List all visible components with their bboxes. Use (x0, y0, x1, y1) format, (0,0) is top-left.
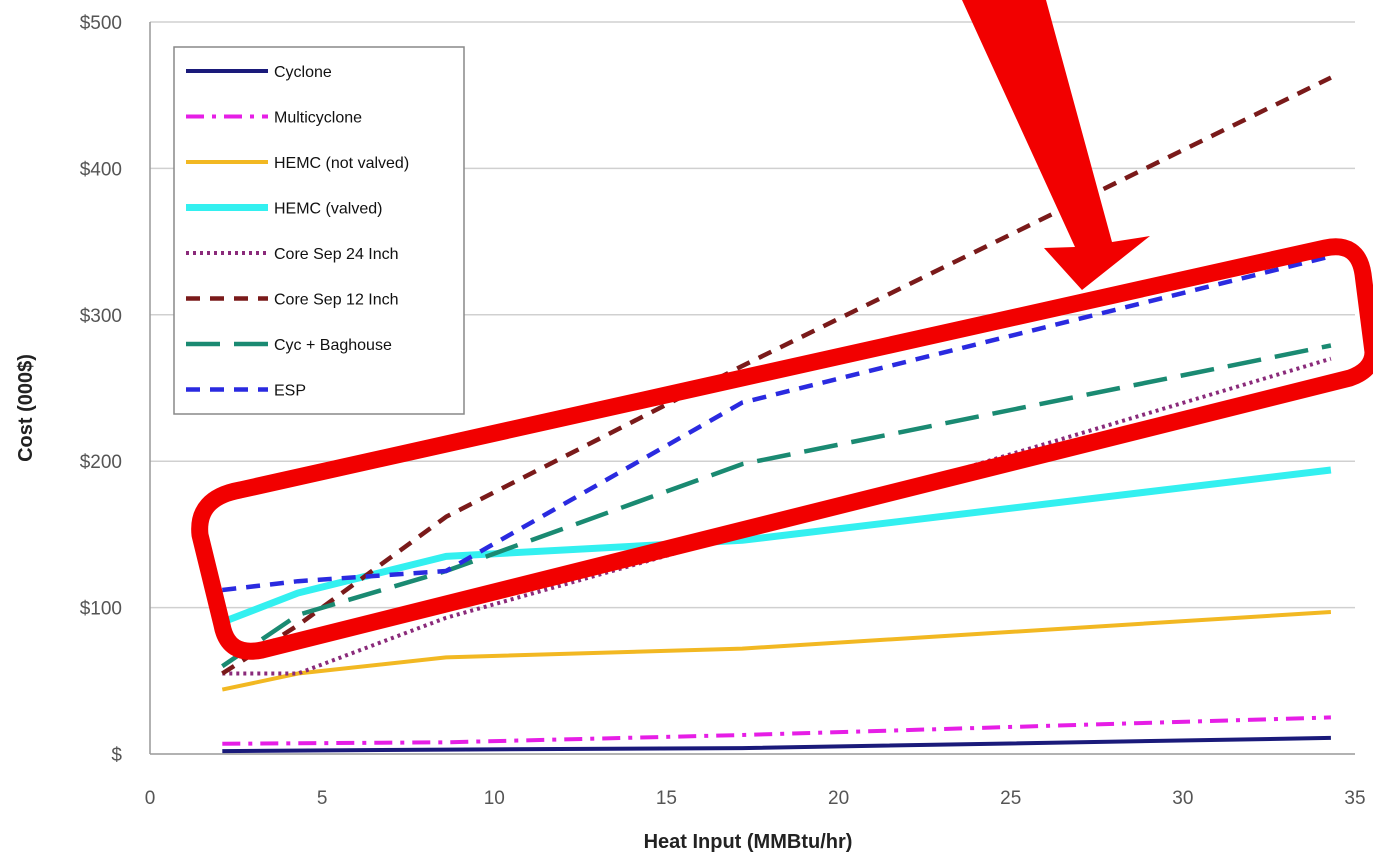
x-tick-label: 15 (656, 788, 677, 809)
y-tick-label: $500 (80, 13, 122, 34)
x-tick-label: 30 (1172, 788, 1193, 809)
series-line-esp (222, 254, 1332, 593)
series-line-hemc-valved (221, 466, 1332, 626)
arrow-icon (962, 0, 1150, 290)
legend-entries: Cyclone Multicyclone HEMC (not valved) HEMC… (186, 64, 409, 400)
axes (149, 22, 1355, 755)
highlight-box (191, 238, 1373, 660)
legend-label: Core Sep 24 Inch (274, 246, 399, 263)
legend-label: HEMC (valved) (274, 201, 382, 218)
y-tick-label: $400 (80, 159, 122, 180)
x-tick-label: 5 (317, 788, 328, 809)
legend-box (173, 46, 465, 415)
y-tick-label: $100 (80, 599, 122, 620)
legend-label: Cyc + Baghouse (274, 337, 392, 354)
series-line-multicyclone (222, 715, 1331, 746)
legend-label: HEMC (not valved) (274, 155, 409, 172)
x-axis-title: Heat Input (MMBtu/hr) (644, 831, 853, 853)
x-tick-label: 0 (145, 788, 156, 809)
series-lines (221, 75, 1332, 754)
legend: Cyclone Multicyclone HEMC (not valved) HEMC… (173, 46, 465, 415)
y-tick-labels: $ $100 $200 $300 $400 $500 (80, 13, 123, 766)
legend-label: Core Sep 12 Inch (274, 292, 399, 309)
legend-label: ESP (274, 383, 306, 400)
x-tick-labels: 0 5 10 15 20 25 30 35 (145, 788, 1366, 809)
x-tick-label: 10 (484, 788, 505, 809)
y-tick-label: $300 (80, 306, 122, 327)
y-axis-title: Cost (000$) (15, 354, 37, 462)
legend-label: Multicyclone (274, 110, 362, 127)
x-tick-label: 20 (828, 788, 849, 809)
series-line-hemc-not-valved (221, 610, 1332, 692)
series-line-core-sep-24-inch (222, 356, 1332, 676)
annotations (191, 0, 1373, 660)
x-tick-label: 35 (1344, 788, 1365, 809)
y-tick-label: $200 (80, 452, 122, 473)
series-line-cyclone (222, 735, 1331, 754)
x-tick-label: 25 (1000, 788, 1021, 809)
legend-label: Cyclone (274, 64, 332, 81)
y-tick-label: $ (111, 745, 122, 766)
